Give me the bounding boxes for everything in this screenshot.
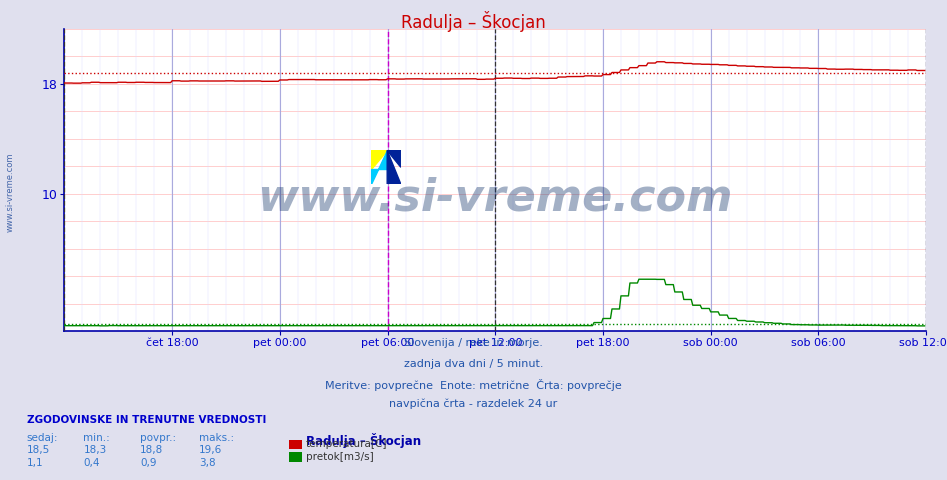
Text: pretok[m3/s]: pretok[m3/s]: [306, 452, 374, 462]
Text: Radulja – Škocjan: Radulja – Škocjan: [306, 433, 421, 448]
Text: 18,5: 18,5: [27, 445, 50, 456]
Text: navpična črta - razdelek 24 ur: navpična črta - razdelek 24 ur: [389, 399, 558, 409]
Text: povpr.:: povpr.:: [140, 433, 176, 443]
Text: ZGODOVINSKE IN TRENUTNE VREDNOSTI: ZGODOVINSKE IN TRENUTNE VREDNOSTI: [27, 415, 266, 425]
Text: 18,3: 18,3: [83, 445, 107, 456]
Text: 18,8: 18,8: [140, 445, 164, 456]
Text: www.si-vreme.com: www.si-vreme.com: [258, 177, 733, 220]
Text: sedaj:: sedaj:: [27, 433, 58, 443]
Text: Slovenija / reke in morje.: Slovenija / reke in morje.: [404, 338, 543, 348]
Text: Radulja – Škocjan: Radulja – Škocjan: [402, 11, 545, 32]
Text: zadnja dva dni / 5 minut.: zadnja dva dni / 5 minut.: [403, 359, 544, 369]
Text: 0,4: 0,4: [83, 458, 99, 468]
Text: 3,8: 3,8: [199, 458, 216, 468]
Text: Meritve: povprečne  Enote: metrične  Črta: povprečje: Meritve: povprečne Enote: metrične Črta:…: [325, 379, 622, 391]
Text: 0,9: 0,9: [140, 458, 156, 468]
Text: min.:: min.:: [83, 433, 110, 443]
Polygon shape: [370, 150, 387, 184]
Polygon shape: [370, 150, 387, 169]
Polygon shape: [387, 150, 401, 184]
Text: temperatura[C]: temperatura[C]: [306, 440, 387, 449]
Text: 19,6: 19,6: [199, 445, 223, 456]
Text: 1,1: 1,1: [27, 458, 44, 468]
Polygon shape: [387, 150, 401, 167]
Text: maks.:: maks.:: [199, 433, 234, 443]
Text: www.si-vreme.com: www.si-vreme.com: [6, 152, 15, 232]
